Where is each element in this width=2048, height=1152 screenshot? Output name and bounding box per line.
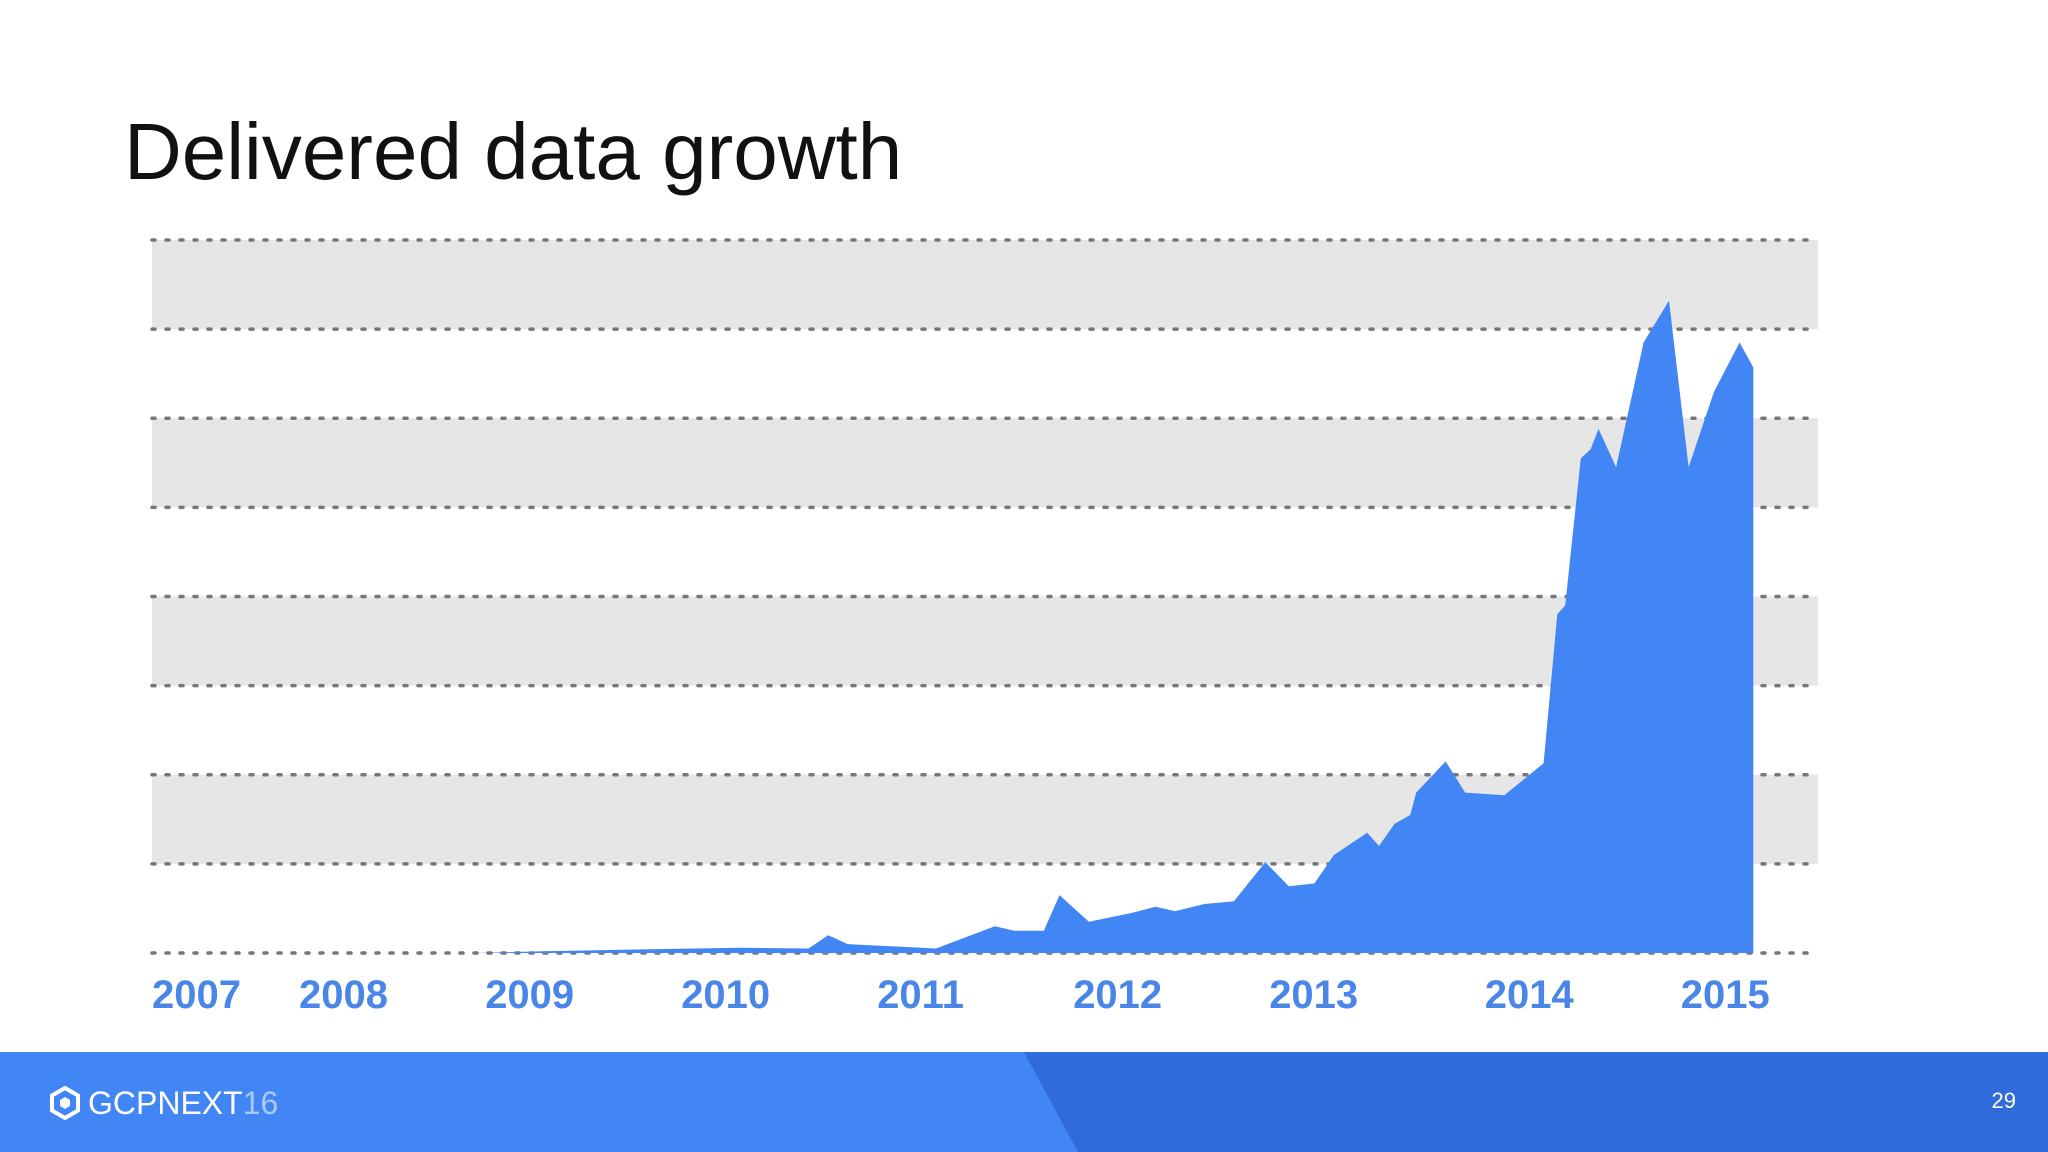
grid-band [152, 240, 1818, 330]
x-tick-label: 2015 [1681, 973, 1770, 1017]
x-tick-label: 2014 [1485, 973, 1575, 1017]
x-tick-label: 2008 [299, 973, 388, 1017]
x-tick-label: 2009 [485, 973, 574, 1017]
x-axis-tick-labels: 2007 2008 2009 2010 2011 2012 2013 2014 2015 [152, 973, 1770, 1017]
slide-title: Delivered data growth [124, 107, 903, 196]
grid-band [152, 418, 1818, 508]
x-tick-label: 2007 [152, 973, 241, 1017]
x-tick-label: 2010 [681, 973, 770, 1017]
grid-band [152, 596, 1818, 686]
x-tick-label: 2013 [1269, 973, 1358, 1017]
footer-bar: GCPNEXT16 29 [0, 1052, 2048, 1152]
brand-main: GCPNEXT [88, 1084, 243, 1121]
area-chart: 2007 2008 2009 2010 2011 2012 2013 2014 2015 [150, 238, 1820, 1017]
brand-number: 16 [242, 1084, 279, 1121]
brand-name: GCPNEXT16 [88, 1085, 278, 1122]
delivered-data-area [475, 300, 1754, 954]
x-tick-label: 2011 [877, 973, 964, 1017]
brand-logo: GCPNEXT16 [48, 1082, 278, 1124]
page-number: 29 [1991, 1088, 2016, 1113]
google-cloud-hexagon-icon [50, 1086, 80, 1120]
footer-dark-panel [1024, 1052, 2048, 1152]
x-tick-label: 2012 [1073, 973, 1162, 1017]
